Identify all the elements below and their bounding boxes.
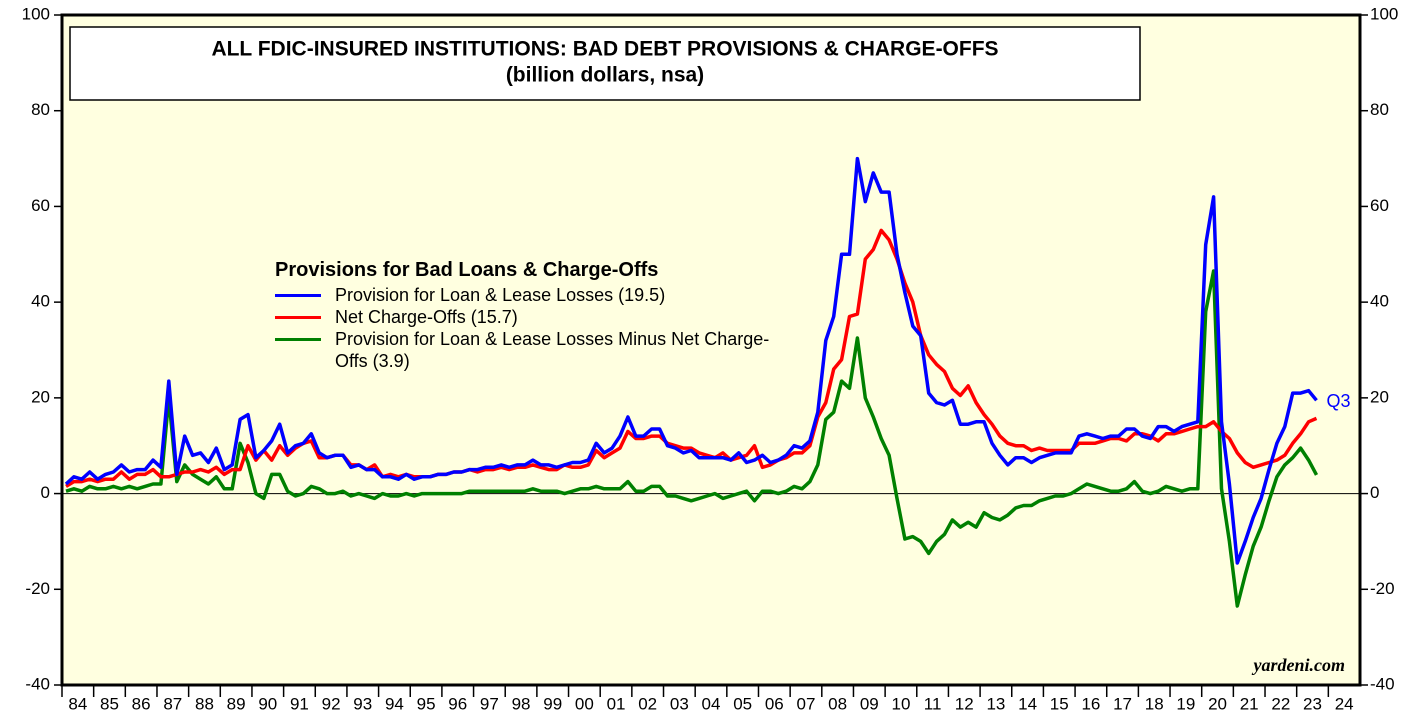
x-tick-label: 15 — [1050, 694, 1069, 713]
x-tick-label: 96 — [448, 694, 467, 713]
end-label: Q3 — [1326, 391, 1350, 411]
legend-entry: Provision for Loan & Lease Losses Minus … — [275, 328, 795, 372]
x-tick-label: 93 — [353, 694, 372, 713]
y-tick-label: 100 — [22, 4, 50, 23]
x-tick-label: 99 — [543, 694, 562, 713]
series-line — [65, 269, 1319, 608]
legend-label: Provision for Loan & Lease Losses Minus … — [335, 329, 770, 371]
legend-title: Provisions for Bad Loans & Charge-Offs — [275, 259, 659, 281]
x-tick-label: 09 — [860, 694, 879, 713]
x-tick-label: 08 — [828, 694, 847, 713]
x-tick-label: 05 — [733, 694, 752, 713]
x-tick-label: 14 — [1018, 694, 1037, 713]
x-tick-label: 95 — [417, 694, 436, 713]
y2-tick-label: 40 — [1370, 292, 1389, 311]
y-tick-label: 20 — [31, 387, 50, 406]
series-line — [64, 156, 1318, 565]
x-tick-label: 88 — [195, 694, 214, 713]
x-tick-label: 13 — [986, 694, 1005, 713]
legend-entry: Provision for Loan & Lease Losses (19.5) — [275, 284, 795, 306]
legend: Provisions for Bad Loans & Charge-Offs P… — [275, 259, 795, 372]
x-tick-label: 18 — [1145, 694, 1164, 713]
plot-frame — [60, 13, 1362, 687]
x-tick-label: 03 — [670, 694, 689, 713]
title-box — [69, 26, 1141, 101]
x-tick-label: 10 — [891, 694, 910, 713]
x-tick-label: 11 — [924, 694, 942, 713]
legend-label: Provision for Loan & Lease Losses (19.5) — [335, 285, 666, 305]
x-tick-label: 90 — [258, 694, 277, 713]
legend-label: Net Charge-Offs (15.7) — [335, 307, 518, 327]
chart-title: ALL FDIC-INSURED INSTITUTIONS: BAD DEBT … — [211, 38, 998, 61]
legend-swatch — [275, 294, 321, 297]
x-tick-label: 92 — [322, 694, 341, 713]
y2-tick-label: 60 — [1370, 196, 1389, 215]
x-tick-label: 97 — [480, 694, 499, 713]
source-note: yardeni.com — [1252, 655, 1346, 675]
y-tick-label: -20 — [25, 579, 50, 598]
x-tick-label: 01 — [607, 694, 626, 713]
x-tick-label: 22 — [1271, 694, 1290, 713]
x-tick-label: 85 — [100, 694, 119, 713]
x-tick-label: 19 — [1176, 694, 1195, 713]
x-tick-label: 12 — [955, 694, 974, 713]
x-tick-label: 89 — [227, 694, 246, 713]
x-tick-label: 21 — [1240, 694, 1259, 713]
y-tick-label: -40 — [25, 674, 50, 693]
x-tick-label: 06 — [765, 694, 784, 713]
y-tick-label: 0 — [41, 483, 50, 502]
x-tick-label: 07 — [797, 694, 816, 713]
x-tick-label: 20 — [1208, 694, 1227, 713]
series-line — [65, 228, 1318, 488]
x-tick-label: 84 — [68, 694, 87, 713]
y-tick-label: 80 — [31, 100, 50, 119]
x-tick-label: 94 — [385, 694, 404, 713]
x-tick-label: 23 — [1303, 694, 1322, 713]
x-tick-label: 91 — [290, 694, 309, 713]
x-tick-label: 02 — [638, 694, 657, 713]
x-tick-label: 86 — [132, 694, 151, 713]
x-tick-label: 00 — [575, 694, 594, 713]
x-tick-label: 17 — [1113, 694, 1132, 713]
y2-tick-label: 20 — [1370, 387, 1389, 406]
y2-tick-label: 0 — [1370, 483, 1379, 502]
y-tick-label: 60 — [31, 196, 50, 215]
legend-swatch — [275, 316, 321, 319]
x-tick-label: 98 — [512, 694, 531, 713]
x-tick-label: 87 — [163, 694, 182, 713]
y2-tick-label: 100 — [1370, 4, 1398, 23]
x-tick-label: 24 — [1335, 694, 1354, 713]
legend-swatch — [275, 338, 321, 341]
plot-background — [62, 15, 1360, 685]
chart-subtitle: (billion dollars, nsa) — [506, 64, 704, 87]
y-tick-label: 40 — [31, 292, 50, 311]
y2-tick-label: -20 — [1370, 579, 1395, 598]
x-tick-label: 16 — [1081, 694, 1100, 713]
legend-entry: Net Charge-Offs (15.7) — [275, 306, 795, 328]
y2-tick-label: 80 — [1370, 100, 1389, 119]
y2-tick-label: -40 — [1370, 674, 1395, 693]
x-tick-label: 04 — [702, 694, 721, 713]
